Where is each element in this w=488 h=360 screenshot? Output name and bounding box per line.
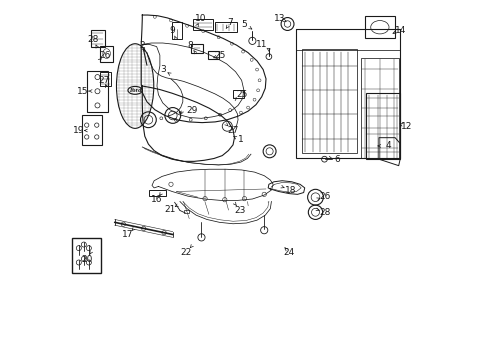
Bar [365,93,399,159]
Bar [233,90,244,98]
Bar [215,22,236,32]
Text: 17: 17 [122,230,133,239]
Text: 18: 18 [284,185,296,194]
Text: 26: 26 [99,51,110,60]
Text: 7: 7 [227,18,233,27]
Bar [86,71,108,112]
Text: 25: 25 [236,90,247,99]
Bar [301,49,357,153]
Text: 20: 20 [81,255,92,264]
Bar [149,190,165,196]
Bar [207,51,218,59]
Text: Ford: Ford [129,88,141,93]
Text: 6: 6 [334,156,340,165]
Bar [100,72,111,86]
Text: 24: 24 [283,248,294,257]
Bar [100,45,113,62]
Text: 29: 29 [186,105,198,114]
Text: 28: 28 [87,35,99,44]
Text: 4: 4 [385,141,390,150]
Text: 12: 12 [400,122,411,131]
Text: 26: 26 [319,192,330,201]
Bar [82,116,102,145]
Bar [364,16,394,39]
Text: 28: 28 [319,208,330,217]
Text: 27: 27 [98,76,109,85]
Bar [91,30,104,47]
Text: 10: 10 [195,14,206,23]
Bar [72,238,101,273]
Text: 25: 25 [214,51,225,60]
Ellipse shape [128,86,142,94]
Text: 3: 3 [160,65,165,74]
Text: 2: 2 [139,41,145,50]
Bar [360,58,398,158]
Bar [191,44,203,53]
Text: 13: 13 [273,14,285,23]
Text: 21: 21 [164,205,175,214]
Text: 1: 1 [238,135,244,144]
Bar [183,210,189,213]
Text: 15: 15 [77,86,88,95]
Bar [172,22,182,40]
Text: 14: 14 [394,26,406,35]
Bar [296,30,400,158]
Text: 27: 27 [227,126,238,135]
Bar [296,29,400,50]
Text: 22: 22 [181,248,192,257]
Text: 23: 23 [234,206,245,215]
Text: 11: 11 [255,40,267,49]
Text: 8: 8 [187,41,192,50]
Text: 9: 9 [169,26,175,35]
Bar [192,19,213,30]
Text: 16: 16 [151,195,162,204]
Text: 5: 5 [241,19,246,28]
Text: 19: 19 [73,126,84,135]
